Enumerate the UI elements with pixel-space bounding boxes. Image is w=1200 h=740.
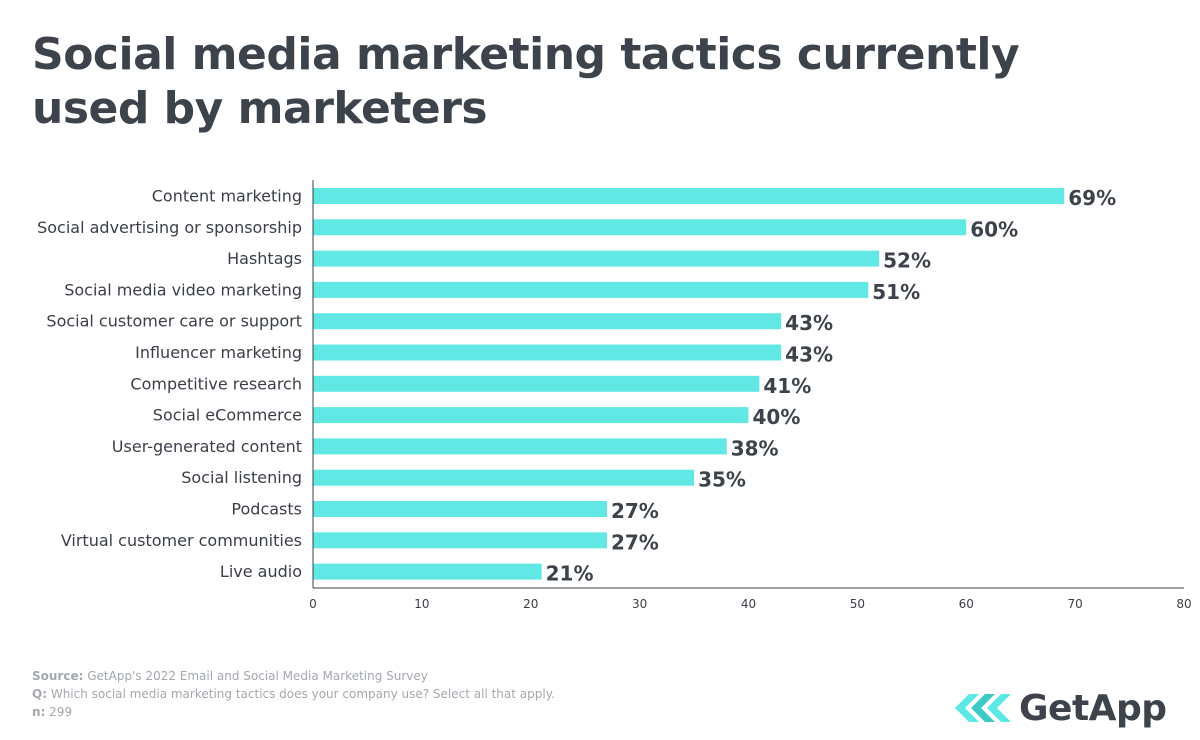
n-text: 299 — [49, 705, 73, 719]
category-label: Podcasts — [231, 500, 302, 519]
value-label: 52% — [883, 249, 931, 273]
value-label: 41% — [763, 374, 811, 398]
value-label: 27% — [611, 499, 659, 523]
category-label: Competitive research — [130, 374, 302, 393]
bar — [313, 250, 880, 267]
bar — [313, 563, 542, 580]
bar — [313, 438, 727, 455]
n-label: n: — [32, 705, 46, 719]
bar — [313, 532, 607, 549]
x-tick-label: 30 — [632, 597, 647, 611]
question-text: Which social media marketing tactics doe… — [50, 687, 555, 701]
category-label: Live audio — [220, 562, 302, 581]
category-label: Social eCommerce — [153, 406, 302, 425]
x-tick-label: 80 — [1176, 597, 1191, 611]
category-label: Social customer care or support — [46, 312, 302, 331]
category-label: Hashtags — [227, 249, 302, 268]
x-tick-label: 0 — [309, 597, 317, 611]
category-label: Content marketing — [152, 187, 302, 206]
getapp-chevrons-icon — [955, 694, 1011, 722]
source-label: Source: — [32, 669, 84, 683]
bars-group — [313, 188, 1065, 580]
category-label: Social media video marketing — [64, 280, 302, 299]
bar — [313, 469, 695, 486]
x-tick-label: 50 — [850, 597, 865, 611]
value-label: 27% — [611, 530, 659, 554]
x-tick-label: 70 — [1067, 597, 1082, 611]
category-label: Social listening — [181, 468, 302, 487]
bar — [313, 375, 760, 392]
bar — [313, 344, 782, 361]
bar — [313, 281, 869, 298]
value-label: 60% — [970, 217, 1018, 241]
category-label: User-generated content — [112, 437, 302, 456]
x-tick-label: 10 — [414, 597, 429, 611]
category-label: Influencer marketing — [135, 343, 302, 362]
bar — [313, 407, 749, 424]
bar — [313, 501, 607, 517]
value-label: 38% — [731, 436, 779, 460]
question-note: Q: Which social media marketing tactics … — [32, 685, 555, 703]
source-note: Source: GetApp's 2022 Email and Social M… — [32, 667, 555, 685]
category-label: Social advertising or sponsorship — [37, 218, 302, 237]
source-text: GetApp's 2022 Email and Social Media Mar… — [87, 669, 428, 683]
question-label: Q: — [32, 687, 47, 701]
getapp-logo: GetApp — [955, 686, 1167, 730]
category-label: Virtual customer communities — [61, 531, 302, 550]
category-labels: Content marketing Social advertising or s… — [37, 187, 302, 582]
value-labels: 69% 60% 52% 51% 43% 43% 41% 40% 38% 35% 27% 27% 21% — [546, 186, 1116, 586]
bar — [313, 219, 967, 236]
value-label: 43% — [785, 343, 833, 367]
x-tick-label: 60 — [959, 597, 974, 611]
bar — [313, 188, 1065, 204]
sample-size-note: n: 299 — [32, 703, 555, 721]
chart-footer: Source: GetApp's 2022 Email and Social M… — [32, 667, 555, 721]
x-tick-label: 20 — [523, 597, 538, 611]
value-label: 35% — [698, 468, 746, 492]
x-axis-ticks: 0 10 20 30 40 50 60 70 80 — [309, 597, 1191, 611]
value-label: 40% — [753, 405, 801, 429]
bar — [313, 313, 782, 330]
value-label: 43% — [785, 311, 833, 335]
chart-title: Social media marketing tactics currently… — [32, 29, 1020, 134]
value-label: 51% — [872, 280, 920, 304]
value-label: 21% — [546, 562, 594, 586]
x-tick-label: 40 — [741, 597, 756, 611]
value-label: 69% — [1068, 186, 1116, 210]
getapp-wordmark: GetApp — [1019, 687, 1167, 729]
